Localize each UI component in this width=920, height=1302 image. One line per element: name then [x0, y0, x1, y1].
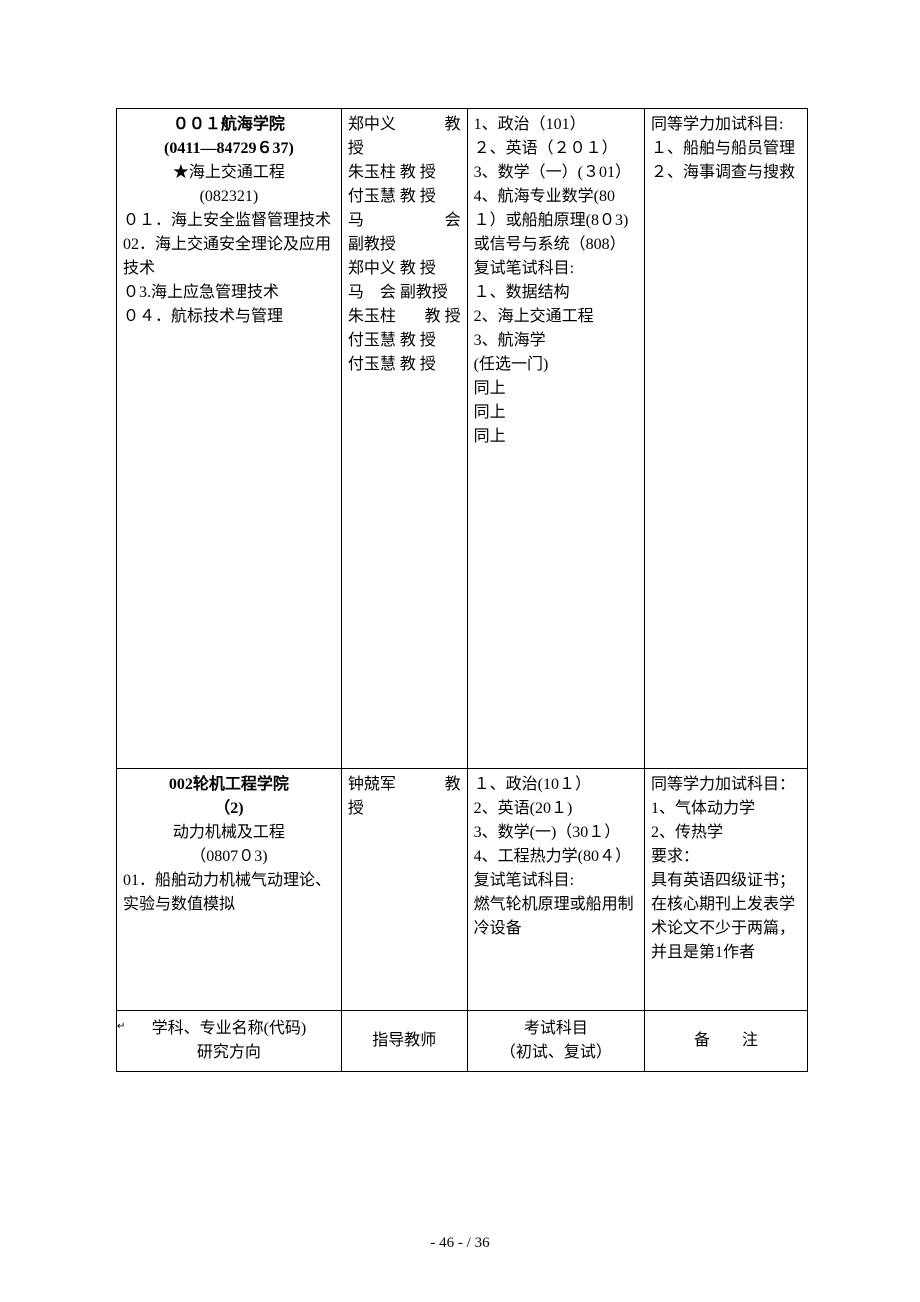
note-item: 同等学力加试科目： [651, 773, 801, 797]
direction-1: 01．船舶动力机械气动理论、实验与数值模拟 [123, 869, 335, 917]
teacher: 付玉慧 教 授 [348, 329, 461, 353]
header-exam: 考试科目 （初试、复试） [467, 1011, 644, 1072]
catalog-table: ００１航海学院 (0411―84729６37) ★海上交通工程 (082321)… [116, 108, 808, 1072]
teacher: 付玉慧 教 授 [348, 185, 461, 209]
note-item: 同等学力加试科目: [651, 113, 801, 137]
cell-exams-1: 1、政治（101） ２、英语（２０１） 3、数学（一）(３01） 4、航海专业数… [467, 109, 644, 769]
major-name: ★海上交通工程 [123, 161, 335, 185]
header-teacher: 指导教师 [341, 1011, 467, 1072]
exam-item: 4、航海专业数学(80１）或船舶原理(8０3)或信号与系统（808） [474, 185, 638, 257]
exam-item: ２、英语（２０１） [474, 137, 638, 161]
teacher: 授 [348, 797, 461, 821]
note-item: ２、海事调查与搜救 [651, 161, 801, 185]
exam-item: 3、航海学 [474, 329, 638, 353]
exam-item: 2、海上交通工程 [474, 305, 638, 329]
table-row: ００１航海学院 (0411―84729６37) ★海上交通工程 (082321)… [117, 109, 808, 769]
cell-notes-2: 同等学力加试科目： 1、气体动力学 2、传热学 要求： 具有英语四级证书；在核心… [645, 769, 808, 1011]
cell-notes-1: 同等学力加试科目: １、船舶与船员管理 ２、海事调查与搜救 [645, 109, 808, 769]
major-name: 动力机械及工程 [123, 821, 335, 845]
teacher: 副教授 [348, 233, 461, 257]
exam-item: 同上 [474, 425, 638, 449]
cell-major-1: ００１航海学院 (0411―84729６37) ★海上交通工程 (082321)… [117, 109, 342, 769]
exam-item: 2、英语(20１) [474, 797, 638, 821]
note-item: 1、气体动力学 [651, 797, 801, 821]
exam-item: 复试笔试科目: [474, 869, 638, 893]
cell-teachers-1: 郑中义教 授 朱玉柱 教 授 付玉慧 教 授 马会 副教授 郑中义 教 授 马 … [341, 109, 467, 769]
major-code: (082321) [123, 185, 335, 209]
direction-2: 02．海上交通安全理论及应用技术 [123, 233, 335, 281]
teacher: 付玉慧 教 授 [348, 353, 461, 377]
note-item: 具有英语四级证书；在核心期刊上发表学术论文不少于两篇，并且是第1作者 [651, 869, 801, 965]
note-item: 要求： [651, 845, 801, 869]
direction-3: ０3.海上应急管理技术 [123, 281, 335, 305]
note-item: 2、传热学 [651, 821, 801, 845]
teacher: 钟兢军教 [348, 773, 461, 797]
header-major: ↵ 学科、专业名称(代码) 研究方向 [117, 1011, 342, 1072]
cell-major-2: 002轮机工程学院 （2) 动力机械及工程 （0807０3) 01．船舶动力机械… [117, 769, 342, 1011]
college-phone: （2) [123, 797, 335, 821]
cell-exams-2: １、政治(10１） 2、英语(20１) 3、数学(一)（30１） 4、工程热力学… [467, 769, 644, 1011]
exam-item: (任选一门) [474, 353, 638, 377]
page-number: - 46 - / 36 [0, 1235, 920, 1252]
teacher: 朱玉柱教 授 [348, 305, 461, 329]
exam-item: 3、数学(一)（30１） [474, 821, 638, 845]
teacher: 马 会 副教授 [348, 281, 461, 305]
note-item: １、船舶与船员管理 [651, 137, 801, 161]
teacher: 授 [348, 137, 461, 161]
direction-4: ０４．航标技术与管理 [123, 305, 335, 329]
exam-item: 3、数学（一）(３01） [474, 161, 638, 185]
exam-item: １、数据结构 [474, 281, 638, 305]
teacher: 朱玉柱 教 授 [348, 161, 461, 185]
exam-item: 同上 [474, 377, 638, 401]
teacher: 郑中义教 [348, 113, 461, 137]
header-note: 备 注 [645, 1011, 808, 1072]
exam-item: 1、政治（101） [474, 113, 638, 137]
arrow-icon: ↵ [117, 1019, 125, 1034]
cell-teachers-2: 钟兢军教 授 [341, 769, 467, 1011]
college-title: ００１航海学院 [123, 113, 335, 137]
exam-item: 同上 [474, 401, 638, 425]
teacher: 马会 [348, 209, 461, 233]
exam-item: 燃气轮机原理或船用制冷设备 [474, 893, 638, 941]
table-header-row: ↵ 学科、专业名称(代码) 研究方向 指导教师 考试科目 （初试、复试） 备 注 [117, 1011, 808, 1072]
exam-item: 复试笔试科目: [474, 257, 638, 281]
table-row: 002轮机工程学院 （2) 动力机械及工程 （0807０3) 01．船舶动力机械… [117, 769, 808, 1011]
major-code: （0807０3) [123, 845, 335, 869]
exam-item: １、政治(10１） [474, 773, 638, 797]
college-phone: (0411―84729６37) [123, 137, 335, 161]
direction-1: ０１．海上安全监督管理技术 [123, 209, 335, 233]
teacher: 郑中义 教 授 [348, 257, 461, 281]
exam-item: 4、工程热力学(80４） [474, 845, 638, 869]
college-title: 002轮机工程学院 [123, 773, 335, 797]
